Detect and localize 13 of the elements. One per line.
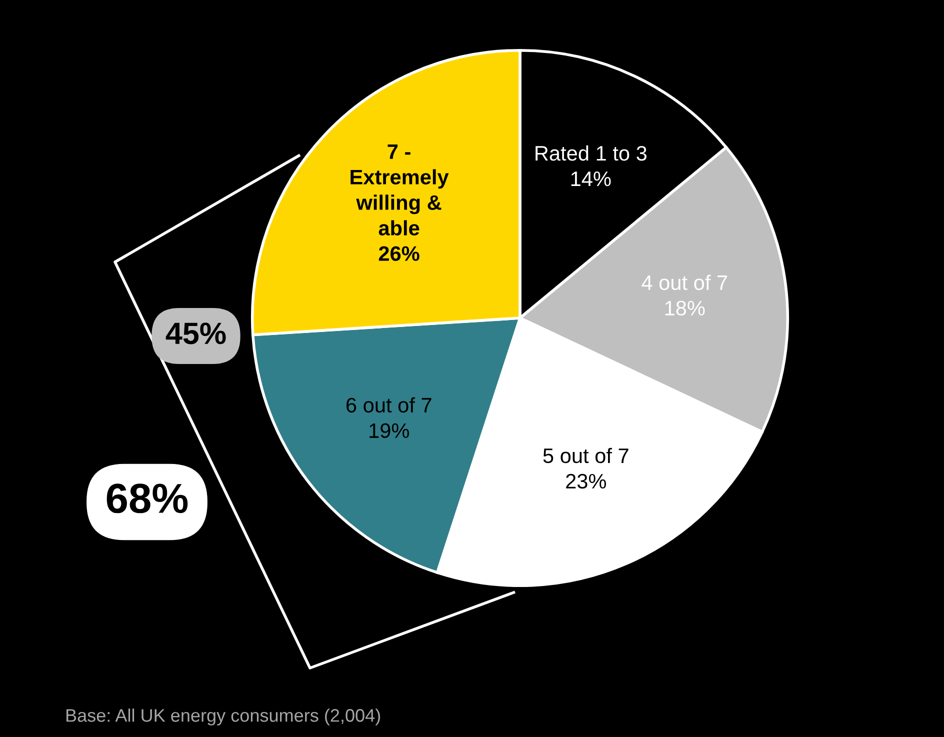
data-label: 18% (665, 300, 705, 316)
data-label: 23% (566, 474, 606, 489)
data-label: 14% (571, 172, 611, 186)
slice-label: 4 out of 7 (642, 274, 728, 290)
text: 45% (166, 322, 226, 344)
data-label: 26% (378, 246, 420, 261)
slice-label: 5 out of 7 (543, 448, 628, 464)
slice-label: 7 - Extremely willing & able (350, 144, 449, 236)
text: Base: All UK energy consumers (2,004) (66, 708, 380, 726)
slice-label: 6 out of 7 (346, 397, 432, 413)
text: 68% (106, 484, 188, 514)
data-label: 19% (370, 423, 409, 438)
slice-label: Rated 1 to 3 (536, 145, 646, 161)
